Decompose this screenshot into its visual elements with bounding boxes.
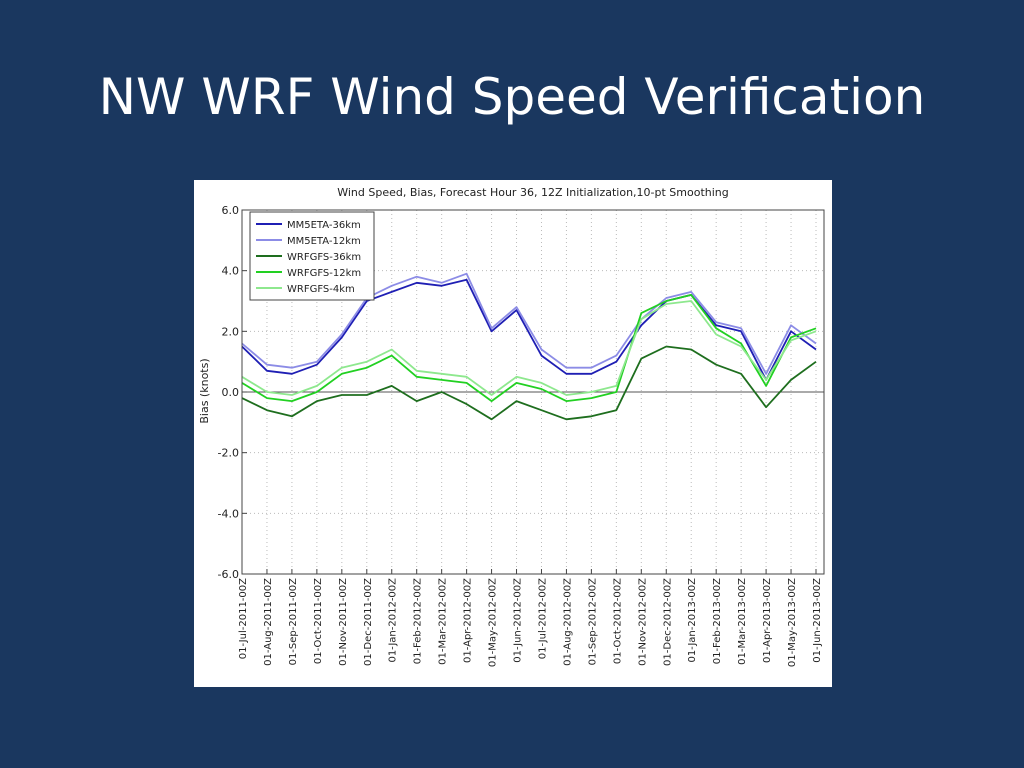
legend-entry: WRFGFS-36km bbox=[287, 252, 361, 263]
series-lines bbox=[241, 272, 817, 421]
legend-entry: WRFGFS-4km bbox=[287, 284, 355, 295]
x-tick-label: 01-Feb-2013-00Z bbox=[712, 578, 723, 664]
x-axis-ticks: 01-Jul-2011-00Z 01-Aug-2011-00Z 01-Sep-201… bbox=[238, 569, 823, 667]
chart-panel: Wind Speed, Bias, Forecast Hour 36, 12Z … bbox=[194, 180, 832, 687]
legend: MM5ETA-36km MM5ETA-12km WRFGFS-36km WRFGFS-… bbox=[249, 211, 375, 301]
x-tick-label: 01-Mar-2013-00Z bbox=[737, 578, 748, 665]
x-tick-label: 01-Dec-2012-00Z bbox=[662, 578, 673, 666]
x-tick-label: 01-Oct-2012-00Z bbox=[612, 578, 623, 664]
series-line-1 bbox=[241, 272, 817, 375]
series-line-3 bbox=[241, 294, 817, 403]
x-tick-label: 01-Sep-2011-00Z bbox=[288, 578, 299, 666]
y-axis-ticks: 6.0 4.0 2.0 0.0 -2.0 -4.0 -6.0 bbox=[218, 204, 247, 581]
legend-entry: MM5ETA-12km bbox=[287, 236, 361, 247]
y-tick-label: -2.0 bbox=[218, 447, 239, 460]
series-line-0 bbox=[241, 278, 817, 381]
chart-title: Wind Speed, Bias, Forecast Hour 36, 12Z … bbox=[337, 186, 729, 199]
x-tick-label: 01-Oct-2011-00Z bbox=[313, 578, 324, 664]
x-tick-label: 01-May-2012-00Z bbox=[488, 578, 499, 667]
bias-line-chart: Wind Speed, Bias, Forecast Hour 36, 12Z … bbox=[198, 186, 825, 667]
x-tick-label: 01-Jun-2012-00Z bbox=[513, 578, 524, 663]
x-tick-label: 01-Jul-2012-00Z bbox=[537, 578, 548, 659]
legend-entry: MM5ETA-36km bbox=[287, 220, 361, 231]
x-tick-label: 01-Sep-2012-00Z bbox=[587, 578, 598, 666]
x-tick-label: 01-Mar-2012-00Z bbox=[438, 578, 449, 665]
y-tick-label: 6.0 bbox=[222, 204, 240, 217]
series-line-4 bbox=[241, 300, 817, 396]
x-tick-label: 01-Jan-2012-00Z bbox=[388, 578, 399, 663]
slide-title: NW WRF Wind Speed Verification bbox=[98, 68, 926, 126]
x-tick-label: 01-Apr-2013-00Z bbox=[762, 578, 773, 663]
y-tick-label: 4.0 bbox=[222, 265, 240, 278]
y-tick-label: 2.0 bbox=[222, 325, 240, 338]
y-tick-label: -4.0 bbox=[218, 507, 239, 520]
y-tick-label: 0.0 bbox=[222, 386, 240, 399]
x-tick-label: 01-Jul-2011-00Z bbox=[238, 578, 249, 659]
x-tick-label: 01-Jan-2013-00Z bbox=[687, 578, 698, 663]
x-tick-label: 01-Nov-2011-00Z bbox=[338, 578, 349, 666]
x-tick-label: 01-Aug-2012-00Z bbox=[562, 578, 573, 666]
x-tick-label: 01-Feb-2012-00Z bbox=[413, 578, 424, 664]
x-tick-label: 01-Apr-2012-00Z bbox=[463, 578, 474, 663]
x-tick-label: 01-May-2013-00Z bbox=[787, 578, 798, 667]
y-axis-label: Bias (knots) bbox=[198, 358, 211, 423]
y-tick-label: -6.0 bbox=[218, 568, 239, 581]
x-tick-label: 01-Nov-2012-00Z bbox=[637, 578, 648, 666]
x-tick-label: 01-Jun-2013-00Z bbox=[812, 578, 823, 663]
legend-entry: WRFGFS-12km bbox=[287, 268, 361, 279]
series-line-2 bbox=[241, 345, 817, 421]
x-tick-label: 01-Aug-2011-00Z bbox=[263, 578, 274, 666]
x-tick-label: 01-Dec-2011-00Z bbox=[363, 578, 374, 666]
